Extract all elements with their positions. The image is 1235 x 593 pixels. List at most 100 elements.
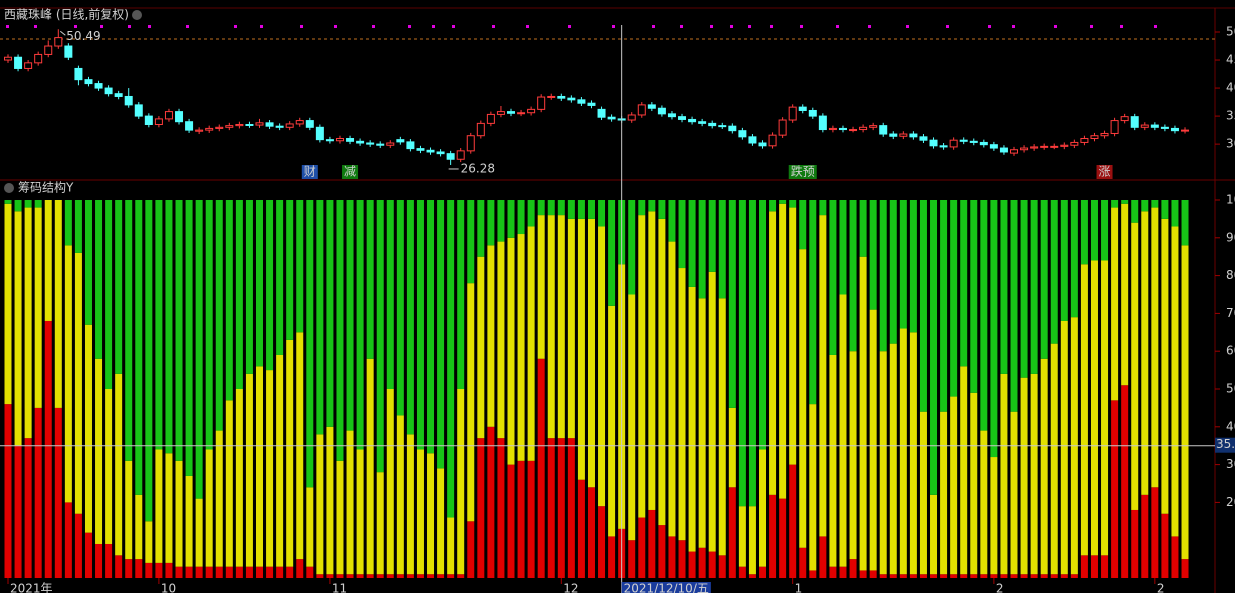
- candle-body: [647, 104, 656, 109]
- event-badge-bg: [342, 165, 359, 179]
- candle-body: [1030, 146, 1039, 149]
- menu-icon[interactable]: [132, 10, 142, 20]
- bar-segment: [155, 200, 163, 450]
- bar-segment: [638, 200, 646, 216]
- bar-segment: [205, 449, 213, 567]
- bar-segment: [517, 460, 525, 578]
- candle-body: [667, 113, 676, 118]
- bar-segment: [286, 339, 294, 567]
- candle-body: [969, 140, 978, 143]
- candle-body: [104, 87, 113, 95]
- bar-segment: [919, 200, 927, 412]
- bar-segment: [1171, 200, 1179, 227]
- bar-segment: [245, 373, 253, 567]
- bar-segment: [64, 200, 72, 246]
- candle-body: [1160, 126, 1169, 129]
- candle-body: [1060, 144, 1069, 147]
- bar-segment: [547, 438, 555, 578]
- bar-segment: [909, 332, 917, 575]
- candle-body: [1170, 127, 1179, 132]
- bar-segment: [215, 566, 223, 578]
- bar-segment: [225, 200, 233, 401]
- candle-body: [637, 104, 646, 116]
- bar-segment: [1070, 574, 1078, 578]
- bar-segment: [1080, 200, 1088, 265]
- candle-body: [929, 139, 938, 147]
- candle-body: [94, 83, 103, 89]
- bar-segment: [135, 200, 143, 495]
- bar-segment: [748, 200, 756, 507]
- bar-segment: [346, 200, 354, 431]
- bar-segment: [598, 506, 606, 578]
- candle-body: [879, 125, 888, 135]
- bar-segment: [1030, 574, 1038, 578]
- candle-body: [486, 113, 495, 124]
- bar-segment: [225, 566, 233, 578]
- bar-segment: [286, 200, 294, 340]
- bar-segment: [970, 200, 978, 393]
- bar-segment: [980, 200, 988, 431]
- bar-segment: [1010, 411, 1018, 575]
- candle-body: [849, 129, 858, 132]
- bar-segment: [145, 521, 153, 563]
- bar-segment: [577, 218, 585, 480]
- bar-segment: [416, 574, 424, 578]
- bar-segment: [1090, 555, 1098, 578]
- bar-segment: [799, 249, 807, 548]
- bar-segment: [678, 540, 686, 578]
- bar-segment: [759, 566, 766, 578]
- menu-icon[interactable]: [4, 183, 14, 193]
- bar-segment: [1090, 260, 1098, 556]
- y-tick-label: 40: [1226, 81, 1235, 95]
- candle-body: [517, 112, 526, 115]
- bar-segment: [115, 373, 123, 556]
- bar-segment: [105, 543, 113, 578]
- bar-segment: [356, 449, 364, 575]
- bar-segment: [557, 200, 565, 216]
- candle-body: [335, 138, 344, 142]
- bar-segment: [648, 200, 656, 212]
- candle-body: [64, 45, 73, 58]
- bar-segment: [849, 351, 857, 560]
- candle-body: [164, 111, 173, 120]
- cursor-label-bg: [621, 582, 711, 593]
- bar-segment: [185, 475, 193, 567]
- bar-segment: [346, 574, 354, 578]
- y-tick-label: 100: [1226, 193, 1235, 207]
- bar-segment: [980, 574, 988, 578]
- bar-segment: [819, 536, 827, 578]
- bar-segment: [406, 200, 414, 435]
- bar-segment: [34, 200, 42, 208]
- bar-segment: [1151, 200, 1159, 208]
- bar-segment: [567, 200, 575, 219]
- bar-segment: [145, 562, 153, 578]
- bar-segment: [507, 237, 515, 465]
- event-badge: 涨: [1099, 164, 1111, 179]
- bar-segment: [447, 200, 455, 518]
- bar-segment: [628, 540, 636, 578]
- bar-segment: [497, 438, 505, 578]
- bar-segment: [95, 543, 103, 578]
- bar-segment: [608, 305, 616, 537]
- bar-segment: [658, 200, 666, 219]
- candle-body: [949, 139, 958, 148]
- bar-segment: [477, 200, 485, 257]
- bar-segment: [789, 464, 797, 578]
- bar-segment: [477, 256, 485, 439]
- bar-segment: [1080, 555, 1088, 578]
- bar-segment: [718, 298, 726, 556]
- bar-segment: [919, 574, 927, 578]
- bar-segment: [1131, 200, 1139, 223]
- bar-segment: [517, 200, 525, 235]
- bar-segment: [990, 457, 998, 575]
- candle-body: [84, 79, 93, 85]
- bar-segment: [889, 343, 897, 575]
- bar-segment: [990, 574, 998, 578]
- bar-segment: [658, 218, 666, 526]
- bar-segment: [306, 200, 314, 488]
- candle-body: [718, 125, 727, 128]
- event-badge-bg: [301, 165, 318, 179]
- bar-segment: [587, 218, 595, 488]
- bar-segment: [356, 574, 364, 578]
- bar-segment: [960, 200, 968, 367]
